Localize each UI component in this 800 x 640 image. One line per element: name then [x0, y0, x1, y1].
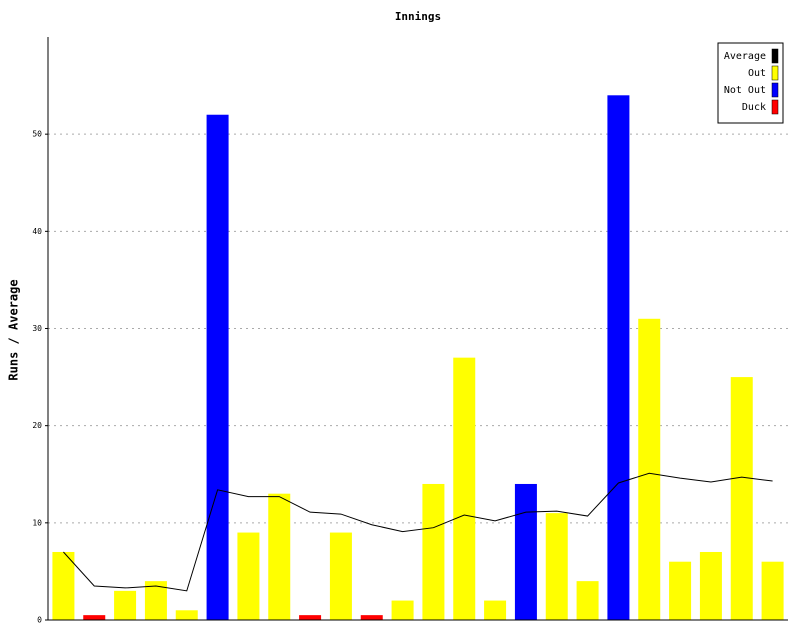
bar — [391, 600, 414, 620]
bar — [422, 483, 445, 620]
bar — [83, 615, 106, 620]
bar — [114, 590, 137, 620]
bar — [175, 610, 198, 620]
bar — [206, 114, 229, 620]
bar — [329, 532, 352, 620]
bar — [545, 513, 568, 620]
legend-label: Average — [724, 51, 766, 62]
bar — [514, 483, 537, 620]
y-tick-label: 50 — [32, 130, 42, 139]
bar — [699, 551, 722, 620]
legend-label: Out — [748, 68, 766, 79]
bar — [52, 551, 75, 620]
average-line — [63, 472, 773, 592]
y-tick-label: 10 — [32, 518, 42, 527]
y-tick-label: 0 — [37, 616, 42, 625]
bar — [237, 532, 260, 620]
y-tick-label: 20 — [32, 421, 42, 430]
bar — [576, 581, 599, 620]
bar — [607, 95, 630, 621]
bar — [360, 615, 383, 620]
bar — [268, 493, 291, 620]
legend-label: Duck — [742, 102, 766, 113]
bar — [730, 377, 753, 620]
y-axis-label: Runs / Average — [7, 279, 21, 380]
y-tick-label: 30 — [32, 324, 42, 333]
legend-label: Not Out — [724, 85, 766, 96]
bar — [484, 600, 507, 620]
legend-swatch — [771, 82, 779, 98]
bar — [761, 561, 784, 620]
legend-swatch — [771, 65, 779, 81]
bar — [453, 357, 476, 620]
y-tick-label: 40 — [32, 227, 42, 236]
bar — [669, 561, 692, 620]
bar — [144, 581, 167, 620]
bar — [299, 615, 322, 620]
bar — [638, 318, 661, 620]
chart-title: Innings — [395, 10, 441, 23]
legend-swatch — [771, 99, 779, 115]
legend-swatch — [771, 48, 779, 64]
